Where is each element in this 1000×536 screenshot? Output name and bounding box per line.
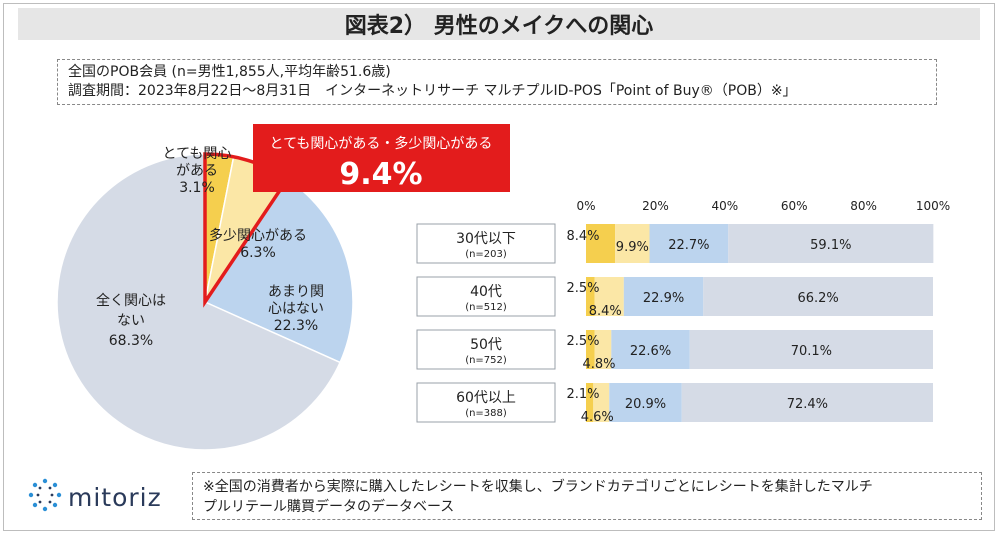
pie-slice-label-4: 全く関心はない 68.3% <box>96 292 166 349</box>
footnote-line-1: ※全国の消費者から実際に購入したレシートを収集し、ブランドカテゴリごとにレシート… <box>203 479 873 495</box>
category-box <box>416 223 556 264</box>
x-tick-label: 0% <box>576 199 595 213</box>
bar-segment <box>586 383 594 422</box>
category-label: 60代以上 <box>456 390 516 406</box>
x-tick-label: 60% <box>781 199 808 213</box>
bar-segment <box>586 277 595 316</box>
bar-data-label: 72.4% <box>787 397 828 412</box>
bar-segment <box>615 224 650 263</box>
bar-segment <box>681 383 933 422</box>
logo-text: mitoriz <box>68 482 162 512</box>
pie-slice-label-line: 68.3% <box>109 333 153 349</box>
mitoriz-logo: mitoriz <box>28 478 162 516</box>
bar-segment <box>586 224 616 263</box>
dotted-circle-logo-icon <box>28 478 62 516</box>
x-tick-label: 80% <box>850 199 877 213</box>
bar-data-label: 8.4% <box>566 229 599 244</box>
bar-segment <box>594 330 612 369</box>
x-tick-label: 40% <box>711 199 738 213</box>
pie-slice-label-line: 3.1% <box>179 180 215 196</box>
bar-data-label: 22.9% <box>643 291 684 306</box>
bar-segment <box>623 277 704 316</box>
survey-info-box: 全国のPOB会員 (n=男性1,855人,平均年齢51.6歳) 調査期間：202… <box>57 59 937 105</box>
bar-data-label: 9.9% <box>616 240 649 255</box>
pie-slice-label-line: あまり関 <box>268 284 324 300</box>
survey-info-line-1: 全国のPOB会員 (n=男性1,855人,平均年齢51.6歳) <box>68 64 391 80</box>
category-n-label: (n=752) <box>465 355 507 366</box>
callout-box <box>253 124 510 192</box>
callout-value: 9.4% <box>339 157 422 192</box>
pie-slice-label-2: 多少関心がある 6.3% <box>209 227 307 261</box>
bar-segment <box>586 330 595 369</box>
bar-data-label: 22.6% <box>630 344 671 359</box>
pie-slice-label-3: あまり関心はない 22.3% <box>268 284 324 334</box>
bar-segment <box>611 330 690 369</box>
bar-data-label: 2.1% <box>566 387 599 402</box>
footnote-box: ※全国の消費者から実際に購入したレシートを収集し、ブランドカテゴリごとにレシート… <box>192 472 982 520</box>
pie-slice-4 <box>56 153 342 451</box>
figure-title: 図表2） 男性のメイクへの関心 <box>18 8 980 40</box>
pie-slice-label-line: 多少関心がある <box>209 227 307 244</box>
bar-data-label: 59.1% <box>810 238 851 253</box>
category-label: 50代 <box>470 337 502 353</box>
bar-segment <box>594 277 624 316</box>
category-label: 30代以下 <box>456 231 516 247</box>
pie-slice-label-line: 全く関心は <box>96 292 166 309</box>
pie-slice-label-1: とても関心がある 3.1% <box>163 146 232 196</box>
pie-slice-label-line: 6.3% <box>240 245 276 261</box>
bar-segment <box>728 224 934 263</box>
pie-slice-label-line: 22.3% <box>274 318 318 334</box>
category-n-label: (n=388) <box>465 408 507 419</box>
bar-data-label: 20.9% <box>625 397 666 412</box>
bar-data-label: 8.4% <box>589 304 622 319</box>
category-n-label: (n=203) <box>465 249 507 260</box>
footnote-line-2: プルリテール購買データのデータベース <box>203 499 455 515</box>
category-n-label: (n=512) <box>465 302 507 313</box>
bar-data-label: 2.5% <box>566 281 599 296</box>
bar-data-label: 2.5% <box>566 334 599 349</box>
bar-segment <box>689 330 933 369</box>
bar-data-label: 66.2% <box>797 291 838 306</box>
bar-data-label: 4.8% <box>582 357 615 372</box>
bar-data-label: 70.1% <box>791 344 832 359</box>
x-tick-label: 100% <box>916 199 950 213</box>
pie-slice-label-line: 心はない <box>268 301 324 317</box>
bar-segment <box>593 383 610 422</box>
category-box <box>416 276 556 317</box>
category-box <box>416 329 556 370</box>
bar-segment <box>609 383 682 422</box>
category-label: 40代 <box>470 284 502 300</box>
pie-slice-3 <box>203 178 354 364</box>
pie-slice-label-line: ない <box>117 313 145 329</box>
figure-frame <box>3 3 995 531</box>
callout-label: とても関心がある・多少関心がある <box>270 135 493 152</box>
category-box <box>416 382 556 423</box>
bar-segment <box>649 224 729 263</box>
survey-info-line-2: 調査期間：2023年8月22日～8月31日 インターネットリサーチ マルチプルI… <box>68 83 797 99</box>
x-tick-label: 20% <box>642 199 669 213</box>
pie-slice-label-line: がある <box>176 163 218 179</box>
bar-segment <box>703 277 933 316</box>
bar-data-label: 22.7% <box>668 238 709 253</box>
bar-data-label: 4.6% <box>581 410 614 425</box>
pie-slice-label-line: とても関心 <box>163 146 232 162</box>
